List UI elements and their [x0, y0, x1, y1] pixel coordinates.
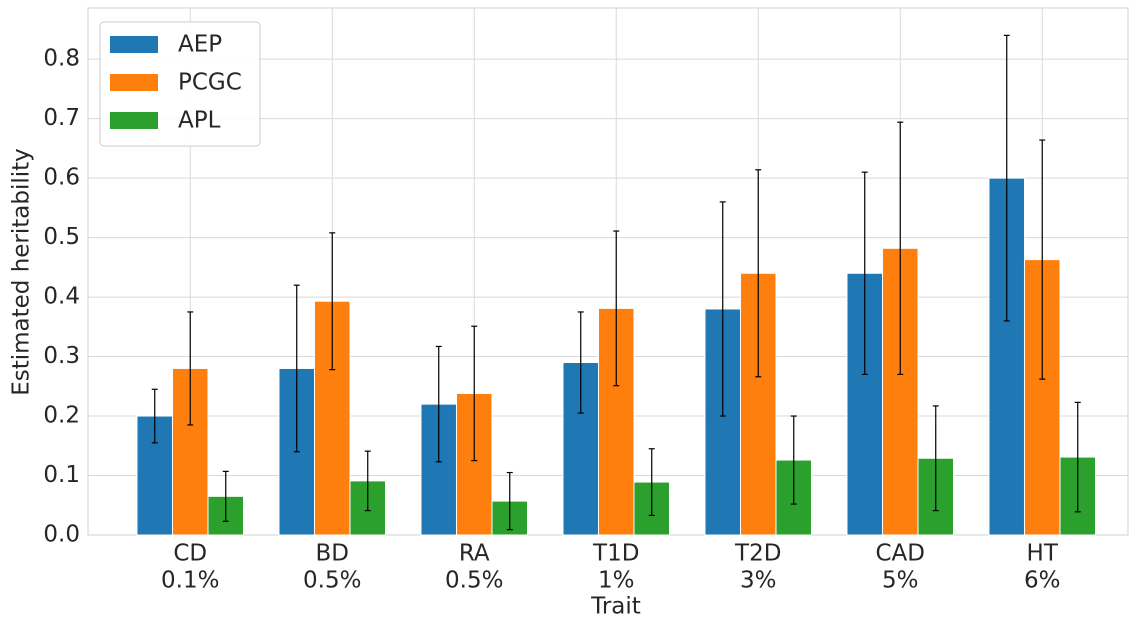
x-tick-label: 0.1% [161, 568, 219, 594]
x-tick-label: T2D [734, 541, 781, 567]
error-bar [648, 448, 655, 516]
x-axis-label: Trait [590, 594, 641, 620]
y-tick-label: 0.3 [43, 343, 80, 369]
x-tick-label: T1D [592, 541, 639, 567]
x-tick-label: 0.5% [303, 568, 361, 594]
x-tick-label: CD [173, 541, 207, 567]
x-tick-label: 6% [1024, 568, 1061, 594]
error-bar [506, 471, 513, 531]
error-bar [719, 201, 726, 417]
error-bar [329, 232, 336, 371]
x-tick-label: 3% [740, 568, 777, 594]
y-tick-label: 0.6 [43, 165, 80, 191]
y-tick-label: 0.5 [43, 224, 80, 250]
legend-label: AEP [178, 32, 222, 58]
x-tick-label: RA [459, 541, 490, 567]
error-bar [755, 169, 762, 378]
legend-swatch [110, 74, 158, 91]
y-tick-label: 0.2 [43, 403, 80, 429]
x-tick-label: HT [1027, 541, 1059, 567]
error-bar [151, 388, 158, 444]
y-tick-label: 0.4 [43, 284, 80, 310]
error-bar [364, 450, 371, 512]
error-bar [222, 470, 229, 522]
error-bar [187, 311, 194, 426]
error-bar [471, 325, 478, 462]
legend-swatch [110, 36, 158, 53]
error-bar [577, 311, 584, 414]
error-bar [1074, 401, 1081, 513]
legend-swatch [110, 112, 158, 129]
legend-label: APL [178, 108, 221, 134]
y-tick-label: 0.1 [43, 462, 80, 488]
x-tick-label: 0.5% [445, 568, 503, 594]
bar [136, 415, 173, 536]
error-bar [897, 121, 904, 376]
y-axis-label: Estimated heritability [9, 148, 35, 396]
error-bar [861, 171, 868, 376]
y-tick-label: 0.7 [43, 105, 80, 131]
y-tick-label: 0.0 [43, 522, 80, 548]
error-bar [613, 230, 620, 387]
x-tick-label: BD [315, 541, 349, 567]
error-bar [435, 345, 442, 463]
error-bar [790, 415, 797, 505]
error-bar [1003, 34, 1010, 322]
x-tick-label: 5% [882, 568, 919, 594]
legend-label: PCGC [178, 70, 242, 96]
y-tick-label: 0.8 [43, 46, 80, 72]
error-bar [932, 405, 939, 512]
x-tick-label: 1% [598, 568, 635, 594]
error-bar [1039, 139, 1046, 380]
x-tick-label: CAD [875, 541, 925, 567]
error-bar [293, 284, 300, 453]
